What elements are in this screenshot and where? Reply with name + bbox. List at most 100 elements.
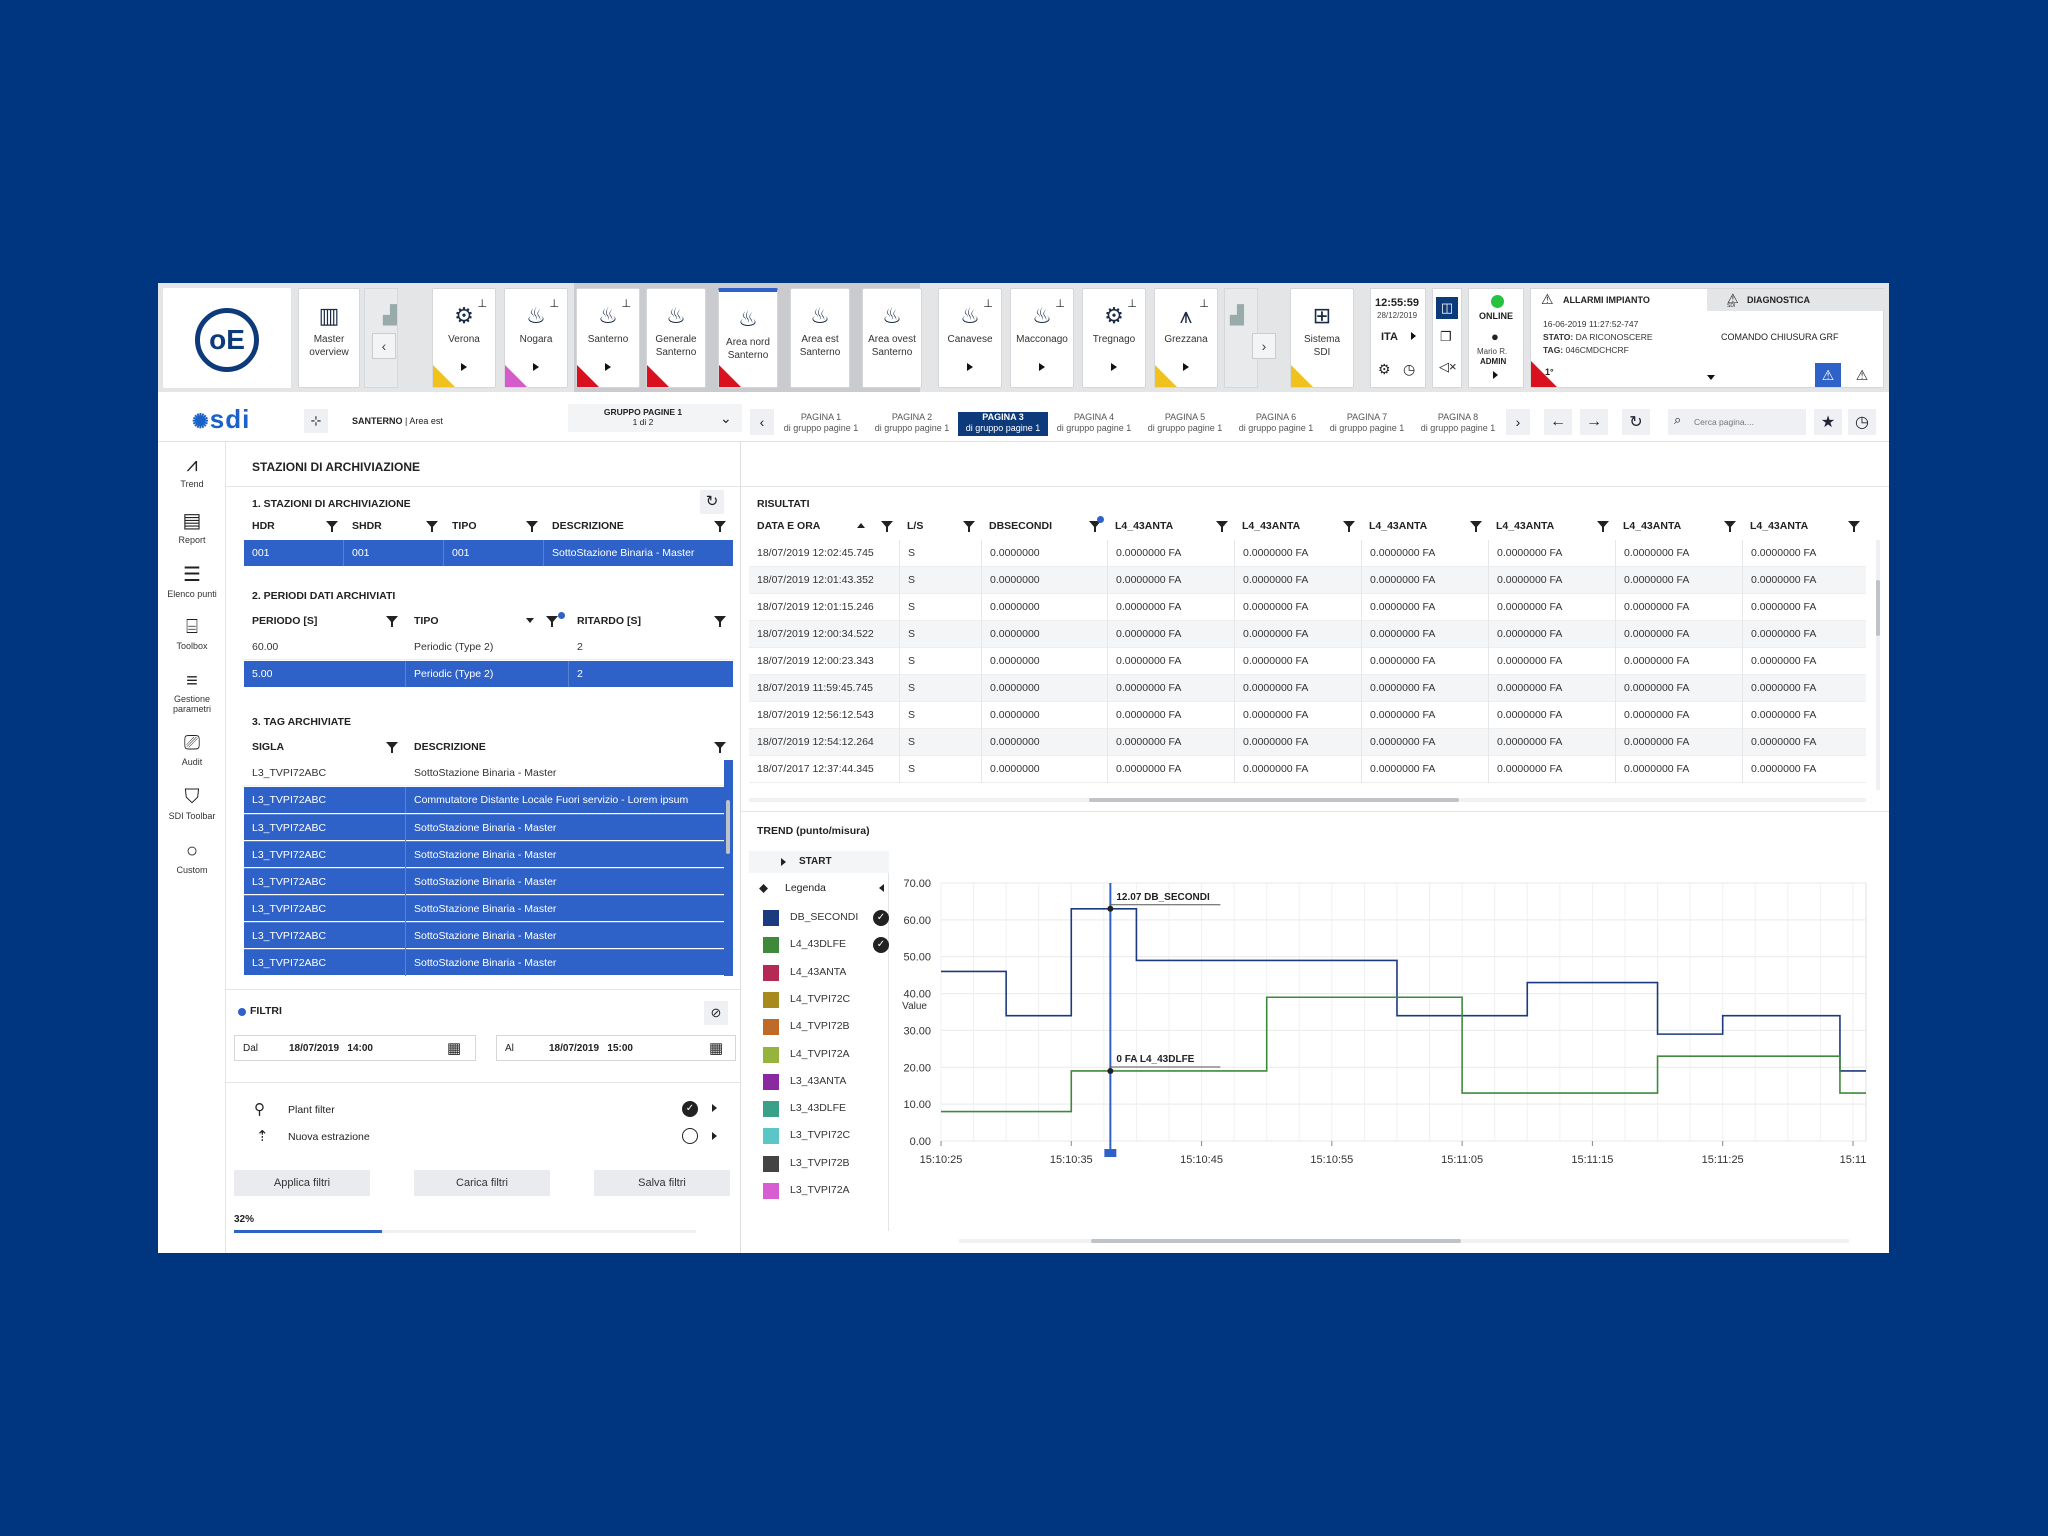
calendar-icon[interactable]: ▦ (709, 1040, 724, 1057)
scrollbar-thumb[interactable] (726, 800, 730, 854)
table-row[interactable]: 18/07/2019 12:01:15.246 S 0.0000000 0.00000… (749, 594, 1866, 621)
tab-pagina-7[interactable]: PAGINA 7 di gruppo pagine 1 (1322, 412, 1412, 436)
history-icon[interactable]: ◷ (1403, 361, 1416, 377)
legend-item[interactable]: L3_TVPI72C (763, 1125, 893, 1145)
table-row[interactable]: L3_TVPI72ABC Commutatore Distante Locale … (244, 787, 724, 813)
pin-icon[interactable]: ⊥ (549, 298, 559, 310)
favorite-star-icon[interactable]: ★ (1814, 409, 1842, 435)
tile-tregnago[interactable]: ⊥ ⚙ Tregnago (1082, 288, 1146, 388)
table-row[interactable]: L3_TVPI72ABC SottoStazione Binaria - Mast… (244, 841, 724, 868)
pin-icon[interactable]: ⊥ (1055, 298, 1065, 310)
tab-pagina-2[interactable]: PAGINA 2 di gruppo pagine 1 (867, 412, 957, 436)
filter-icon[interactable] (1470, 521, 1482, 532)
page-group-select[interactable]: GRUPPO PAGINE 1 1 di 2 ⌄ (568, 404, 742, 432)
tile-sistema-sdi[interactable]: ⊞ Sistema SDI (1290, 288, 1354, 388)
table-row[interactable]: 18/07/2019 12:00:23.343 S 0.0000000 0.00000… (749, 648, 1866, 675)
chart-hscroll[interactable] (959, 1239, 1849, 1243)
table-row[interactable]: 60.00 Periodic (Type 2) 2 (244, 634, 733, 660)
legend-item[interactable]: L3_TVPI72B (763, 1153, 893, 1173)
sidebar-item-audit[interactable]: ⎚ Audit (158, 732, 226, 767)
table-row[interactable]: 5.00 Periodic (Type 2) 2 (244, 661, 733, 687)
table-row[interactable]: 18/07/2019 11:59:45.745 S 0.0000000 0.00000… (749, 675, 1866, 702)
chevron-right-icon[interactable] (712, 1104, 717, 1112)
filter-icon[interactable] (526, 521, 538, 532)
legend-item[interactable]: L4_43DLFE ✓ (763, 934, 893, 954)
language-select[interactable]: ITA (1381, 331, 1398, 343)
tile-generale-santerno[interactable]: ♨ Generale Santerno (646, 288, 706, 388)
checked-icon[interactable]: ✓ (873, 937, 889, 954)
calendar-icon[interactable]: ▦ (447, 1040, 462, 1057)
sort-ascending-icon[interactable] (857, 523, 865, 528)
date-from-field[interactable]: Dal 18/07/2019 14:00 ▦ (234, 1035, 476, 1061)
tab-pagina-4[interactable]: PAGINA 4 di gruppo pagine 1 (1049, 412, 1139, 436)
filter-icon[interactable] (714, 616, 726, 627)
table-row[interactable]: L3_TVPI72ABC SottoStazione Binaria - Mast… (244, 949, 724, 976)
tab-pagina-5[interactable]: PAGINA 5 di gruppo pagine 1 (1140, 412, 1230, 436)
date-to-field[interactable]: Al 18/07/2019 15:00 ▦ (496, 1035, 736, 1061)
forward-arrow-icon[interactable]: → (1580, 409, 1608, 435)
legend-item[interactable]: L3_43ANTA (763, 1071, 893, 1091)
unchecked-icon[interactable] (682, 1128, 698, 1144)
filter-icon[interactable] (326, 521, 338, 532)
filter-icon[interactable] (1089, 521, 1101, 532)
sidebar-item-report[interactable]: ▤ Report (158, 508, 226, 545)
table-row[interactable]: L3_TVPI72ABC SottoStazione Binaria - Mast… (244, 760, 724, 786)
chevron-down-icon[interactable] (1707, 375, 1715, 380)
pin-icon[interactable]: ⊥ (1127, 298, 1137, 310)
table-row[interactable]: L3_TVPI72ABC SottoStazione Binaria - Mast… (244, 814, 724, 841)
apply-filters-button[interactable]: Applica filtri (234, 1170, 370, 1196)
tab-pagina-6[interactable]: PAGINA 6 di gruppo pagine 1 (1231, 412, 1321, 436)
table-row[interactable]: 18/07/2019 12:54:12.264 S 0.0000000 0.00000… (749, 729, 1866, 756)
filter-icon[interactable] (426, 521, 438, 532)
sidebar-item-sdi-toolbar[interactable]: ⛉ SDI Toolbar (158, 786, 226, 821)
sidebar-item-toolbox[interactable]: ⌸ Toolbox (158, 616, 226, 651)
table-row[interactable]: 18/07/2019 12:01:43.352 S 0.0000000 0.00000… (749, 567, 1866, 594)
filter-icon[interactable] (1216, 521, 1228, 532)
refresh-icon[interactable]: ↻ (1622, 409, 1650, 435)
tile-area-ovest-santerno[interactable]: ♨ Area ovest Santerno (862, 288, 922, 388)
scrollbar-thumb[interactable] (1089, 798, 1459, 802)
search-input[interactable] (1694, 413, 1798, 431)
tiles-prev-arrow[interactable]: ‹ (372, 333, 396, 359)
refresh-icon[interactable]: ↻ (700, 490, 724, 514)
tab-pagina-3[interactable]: PAGINA 3 di gruppo pagine 1 (958, 412, 1048, 436)
filter-icon[interactable] (1724, 521, 1736, 532)
column-header[interactable]: L4_43ANTA (1750, 520, 1809, 532)
chevron-right-icon[interactable] (461, 363, 467, 371)
tile-master-overview[interactable]: ▥ Master overview (298, 288, 360, 388)
scrollbar-thumb[interactable] (1091, 1239, 1461, 1243)
tile-grezzana[interactable]: ⊥ ⩚ Grezzana (1154, 288, 1218, 388)
pin-icon[interactable]: ⊥ (477, 298, 487, 310)
pin-icon[interactable]: ⊥ (983, 298, 993, 310)
chevron-right-icon[interactable] (1493, 371, 1498, 379)
tile-area-est-santerno[interactable]: ♨ Area est Santerno (790, 288, 850, 388)
filter-icon[interactable] (386, 616, 398, 627)
layout-icon[interactable]: ◫ (1436, 297, 1458, 319)
copy-icon[interactable]: ❐ (1440, 329, 1452, 344)
table-row[interactable]: L3_TVPI72ABC SottoStazione Binaria - Mast… (244, 895, 724, 922)
plant-filter-label[interactable]: Plant filter (288, 1104, 335, 1116)
legend-item[interactable]: L3_TVPI72A (763, 1180, 893, 1200)
start-toggle[interactable]: START (749, 851, 889, 873)
tile-macconago[interactable]: ⊥ ♨ Macconago (1010, 288, 1074, 388)
checked-icon[interactable]: ✓ (873, 910, 889, 926)
pin-icon[interactable]: ⊥ (1199, 298, 1209, 310)
chevron-right-icon[interactable] (1183, 363, 1189, 371)
tile-canavese[interactable]: ⊥ ♨ Canavese (938, 288, 1002, 388)
column-header[interactable]: L4_43ANTA (1242, 520, 1301, 532)
oe-logo-card[interactable]: oE (163, 288, 291, 388)
legend-item[interactable]: L4_43ANTA (763, 962, 893, 982)
page-search[interactable]: ⌕ (1668, 409, 1806, 435)
legend-item[interactable]: L4_TVPI72C (763, 989, 893, 1009)
tile-santerno[interactable]: ⊥ ♨ Santerno (576, 288, 640, 388)
chevron-right-icon[interactable] (1411, 332, 1416, 340)
tile-nogara[interactable]: ⊥ ♨ Nogara (504, 288, 568, 388)
filter-active-icon[interactable] (546, 616, 558, 627)
scrollbar-track[interactable] (724, 760, 733, 976)
save-filters-button[interactable]: Salva filtri (594, 1170, 730, 1196)
tab-alarms[interactable]: ⚠ ALLARMI IMPIANTO (1531, 289, 1707, 311)
filter-icon[interactable] (881, 521, 893, 532)
hierarchy-icon[interactable]: ⊹ (304, 409, 328, 433)
filter-icon[interactable] (1597, 521, 1609, 532)
filter-icon[interactable] (714, 521, 726, 532)
